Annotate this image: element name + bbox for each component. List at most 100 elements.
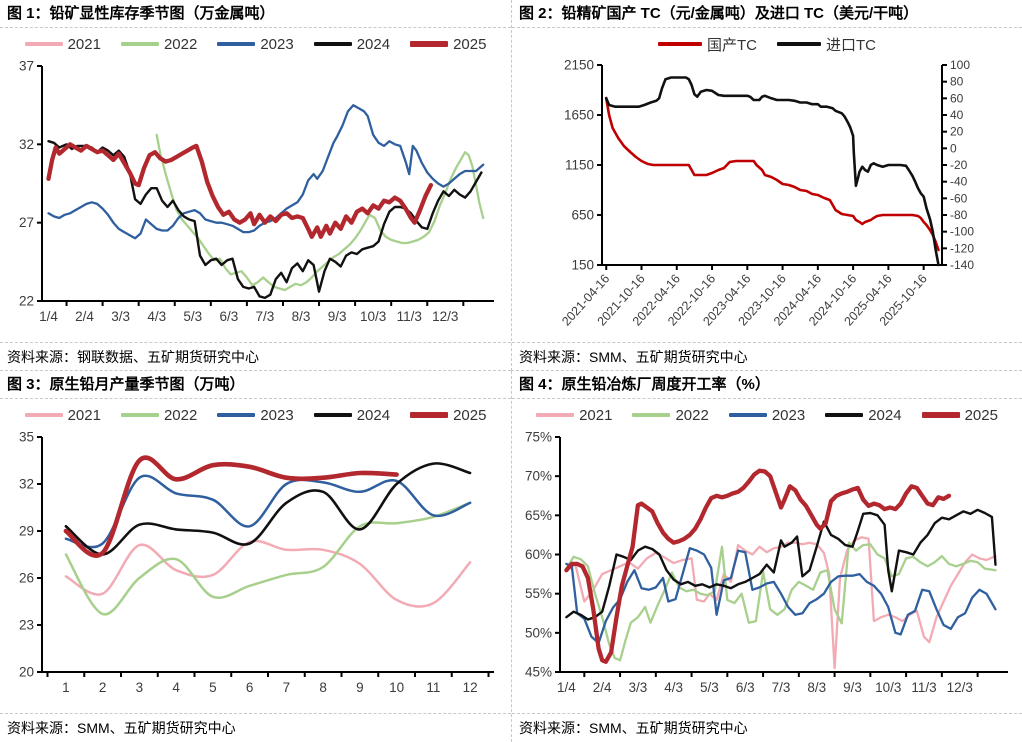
legend-line-swatch [921, 412, 960, 418]
svg-text:1/4: 1/4 [557, 680, 576, 695]
legend-label: 2023 [260, 406, 294, 424]
svg-text:2: 2 [99, 680, 107, 695]
svg-text:-80: -80 [950, 208, 968, 222]
svg-text:32: 32 [19, 137, 34, 152]
legend-item: 国产TC [658, 34, 757, 55]
figure2-source: 资料来源：SMM、五矿期货研究中心 [512, 342, 1022, 370]
legend-line-swatch [658, 42, 702, 46]
legend-item: 2025 [410, 36, 486, 53]
legend-item: 2023 [217, 406, 294, 424]
figure3-chart-area: 20 23 26 29 32 35 1 2 3 4 5 6 7 8 9 10 11 12 [0, 430, 511, 713]
tc-price-line-chart: 150 650 1150 1650 2150 100 80 60 40 20 0 -20 -40 -60 -… [559, 58, 974, 329]
svg-text:8/3: 8/3 [807, 680, 826, 695]
svg-text:65%: 65% [525, 508, 552, 523]
svg-text:8/3: 8/3 [292, 309, 311, 324]
operating-rate-line-chart: 45% 50% 55% 60% 65% 70% 75% 1/4 2/4 3/3 4/3 5/3 6/3 7… [525, 430, 1008, 695]
legend-label: 2021 [67, 35, 101, 53]
legend-line-swatch [410, 412, 449, 418]
svg-text:3/3: 3/3 [629, 680, 648, 695]
svg-text:5: 5 [209, 680, 217, 695]
figure2-panel: 图 2：铅精矿国产 TC（元/金属吨）及进口 TC（美元/干吨） 国产TC 进口T… [511, 0, 1022, 371]
figure3-title: 图 3：原生铅月产量季节图（万吨） [0, 371, 511, 399]
svg-text:4/3: 4/3 [664, 680, 683, 695]
svg-text:27: 27 [19, 215, 34, 230]
svg-text:9: 9 [356, 680, 364, 695]
figure3-legend: 2021 2022 2023 2024 2025 [0, 399, 511, 431]
legend-item: 2023 [217, 35, 294, 53]
legend-line-swatch [24, 42, 63, 46]
figure2-chart-area: 150 650 1150 1650 2150 100 80 60 40 20 0 -20 -40 -60 -… [512, 58, 1022, 342]
svg-text:0: 0 [950, 141, 957, 155]
legend-label: 2025 [453, 35, 487, 53]
legend-item: 2024 [313, 35, 391, 53]
svg-text:11/3: 11/3 [911, 680, 936, 695]
svg-text:3: 3 [136, 680, 144, 695]
figure1-source: 资料来源：钢联数据、五矿期货研究中心 [0, 342, 511, 370]
figure1-legend: 2021 2022 2023 2024 2025 [0, 28, 511, 60]
svg-text:650: 650 [571, 208, 594, 223]
legend-item: 2021 [24, 35, 101, 53]
svg-text:2/4: 2/4 [593, 680, 612, 695]
svg-text:1150: 1150 [565, 158, 594, 173]
legend-line-swatch [632, 413, 671, 417]
svg-text:100: 100 [950, 60, 970, 72]
legend-item: 2024 [313, 407, 390, 424]
svg-text:12: 12 [463, 680, 478, 695]
legend-label: 2023 [260, 35, 294, 53]
figure1-chart-area: 22 27 32 37 1/4 2/4 3/3 4/3 5/3 6/3 7/3 8/3 9/3 10/3 1… [0, 59, 511, 342]
svg-text:20: 20 [19, 665, 34, 680]
legend-line-swatch [120, 42, 159, 46]
legend-item: 2025 [921, 407, 998, 424]
figure2-title: 图 2：铅精矿国产 TC（元/金属吨）及进口 TC（美元/干吨） [512, 0, 1022, 28]
legend-label: 2022 [163, 35, 198, 53]
figure1-title: 图 1：铅矿显性库存季节图（万金属吨） [0, 0, 511, 28]
svg-text:5/3: 5/3 [183, 309, 202, 324]
figure3-panel: 图 3：原生铅月产量季节图（万吨） 20 2 1 2022 2023 2024 2025 2… [0, 371, 511, 742]
legend-label: 2021 [579, 406, 613, 424]
svg-text:6: 6 [246, 680, 254, 695]
legend-line-swatch [410, 41, 449, 47]
svg-text:2150: 2150 [564, 60, 594, 73]
svg-text:37: 37 [19, 60, 34, 74]
svg-text:80: 80 [950, 75, 964, 89]
svg-text:7: 7 [283, 680, 291, 695]
svg-text:29: 29 [19, 524, 34, 539]
svg-text:40: 40 [950, 108, 964, 122]
legend-label: 进口TC [826, 36, 876, 54]
svg-text:26: 26 [19, 571, 34, 586]
svg-text:4: 4 [172, 680, 180, 695]
svg-text:8: 8 [319, 680, 327, 695]
legend-item: 2022 [120, 406, 198, 424]
figure4-source: 资料来源：SMM、五矿期货研究中心 [512, 713, 1022, 742]
legend-label: 2024 [356, 35, 391, 53]
legend-item: 进口TC [777, 34, 876, 55]
figure4-title: 图 4：原生铅冶炼厂周度开工率（%） [512, 371, 1022, 399]
svg-text:-140: -140 [950, 258, 974, 272]
svg-text:7/3: 7/3 [256, 309, 275, 324]
svg-text:50%: 50% [525, 625, 552, 640]
svg-text:3/3: 3/3 [111, 309, 130, 324]
figure3-source: 资料来源：SMM、五矿期货研究中心 [0, 713, 511, 742]
svg-text:60: 60 [950, 91, 964, 105]
svg-text:1: 1 [62, 680, 70, 695]
legend-label: 2022 [675, 406, 709, 424]
svg-text:5/3: 5/3 [700, 680, 719, 695]
svg-text:-60: -60 [950, 191, 968, 205]
svg-text:75%: 75% [525, 431, 552, 445]
legend-item: 2024 [825, 407, 902, 424]
svg-text:23: 23 [19, 618, 34, 633]
figure4-legend: 2021 2022 2023 2024 2025 [512, 399, 1022, 431]
svg-text:2/4: 2/4 [75, 309, 94, 324]
svg-text:35: 35 [19, 431, 34, 445]
legend-item: 2021 [536, 407, 612, 424]
figure4-chart-area: 45% 50% 55% 60% 65% 70% 75% 1/4 2/4 3/3 4/3 5/3 6/3 7… [512, 430, 1022, 713]
legend-line-swatch [313, 413, 352, 417]
legend-item: 2023 [728, 407, 805, 424]
legend-label: 2022 [163, 406, 198, 424]
svg-text:11/3: 11/3 [397, 309, 422, 324]
legend-line-swatch [536, 413, 575, 417]
svg-text:22: 22 [19, 294, 34, 309]
figure1-panel: 图 1：铅矿显性库存季节图（万金属吨） 2021 2022 2023 2024 2025… [0, 0, 511, 371]
legend-label: 2025 [453, 406, 487, 424]
svg-text:10/3: 10/3 [360, 309, 386, 324]
